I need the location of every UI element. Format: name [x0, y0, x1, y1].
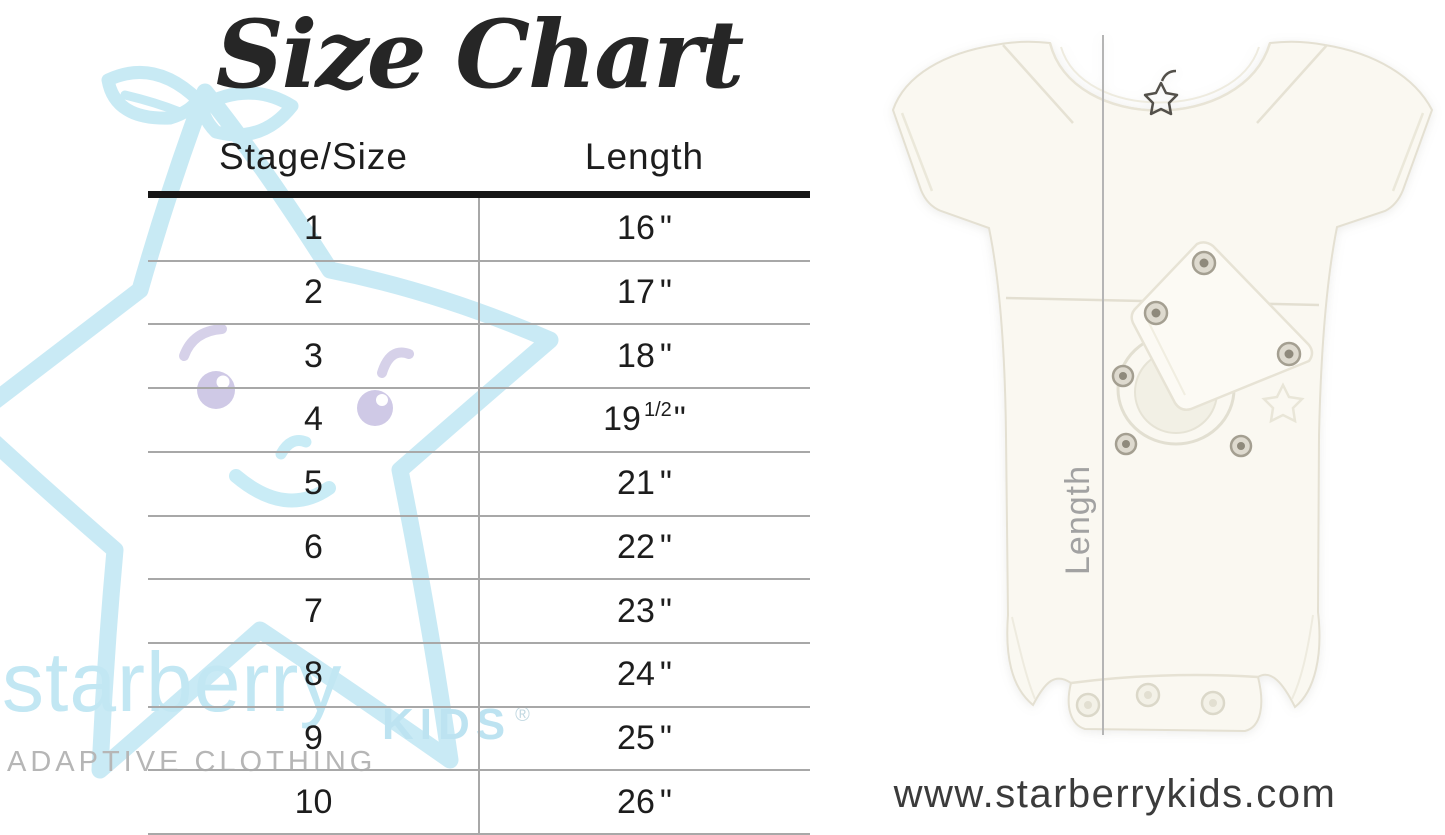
table-header-row: Stage/Size Length	[148, 126, 810, 188]
stage-cell: 7	[304, 591, 323, 630]
stage-cell: 9	[304, 718, 323, 757]
stage-cell: 1	[304, 209, 323, 248]
length-cell: 17 "	[617, 273, 672, 312]
sleeve-hem-left	[900, 112, 934, 192]
snap-icon	[1229, 434, 1253, 458]
length-measure-label: Length	[1058, 465, 1097, 575]
size-chart-table: Size Chart Stage/Size Length 1 16 " 2 17 "…	[148, 0, 810, 835]
stage-cell: 6	[304, 527, 323, 566]
watermark-brand-sub-text: KIDS ®	[382, 700, 530, 749]
eyebrow-left	[179, 324, 227, 361]
length-cell: 18 "	[617, 336, 672, 375]
registered-mark: ®	[515, 704, 530, 726]
page-title: Size Chart	[215, 0, 745, 110]
crotch-snap-icon	[1200, 690, 1226, 716]
crotch-band-seam	[1070, 673, 1259, 685]
watermark-brand-text: starberry	[2, 635, 343, 729]
length-cell: 19 1/2 "	[603, 399, 686, 439]
sleeve-hem-right	[1391, 112, 1425, 192]
length-cell: 16 "	[617, 209, 672, 248]
eyebrow-right	[377, 347, 414, 378]
crotch-snap-icon	[1135, 682, 1161, 708]
column-header-length: Length	[584, 136, 705, 177]
starberry-star-watermark	[0, 65, 559, 779]
length-cell: 25 "	[617, 718, 672, 757]
crotch-snap-icon	[1075, 692, 1101, 718]
watermark-tagline: ADAPTIVE CLOTHING	[7, 746, 377, 778]
embroidered-star-icon	[1261, 382, 1305, 424]
star-outline	[0, 65, 559, 779]
column-header-stage-size: Stage/Size	[219, 136, 408, 177]
leaf-icon	[195, 86, 299, 142]
stage-cell: 2	[304, 273, 323, 312]
length-cell: 24 "	[617, 655, 672, 694]
shoulder-overlap-left	[1002, 44, 1074, 124]
snap-icon	[1114, 432, 1138, 456]
length-cell: 21 "	[617, 464, 672, 503]
stage-cell: 3	[304, 336, 323, 375]
snap-icon	[1111, 364, 1135, 388]
length-cell: 22 "	[617, 527, 672, 566]
length-cell: 26 "	[617, 782, 672, 821]
smile	[229, 469, 336, 508]
snap-icon	[1143, 300, 1169, 326]
snap-icon	[1276, 341, 1302, 367]
stage-cell: 10	[294, 782, 333, 821]
website-url: www.starberrykids.com	[893, 772, 1337, 816]
stage-cell: 4	[304, 400, 323, 439]
stage-cell: 8	[304, 655, 323, 694]
shoulder-overlap-right	[1256, 44, 1328, 124]
header-rule	[148, 191, 810, 198]
starberry-logo-icon	[1143, 69, 1179, 116]
length-cell: 23 "	[617, 591, 672, 630]
snap-icons	[1075, 250, 1302, 718]
snap-icon	[1191, 250, 1217, 276]
onesie-product-image	[891, 35, 1434, 735]
column-divider	[478, 198, 480, 835]
stage-cell: 5	[304, 464, 323, 503]
access-flap	[1130, 241, 1314, 411]
